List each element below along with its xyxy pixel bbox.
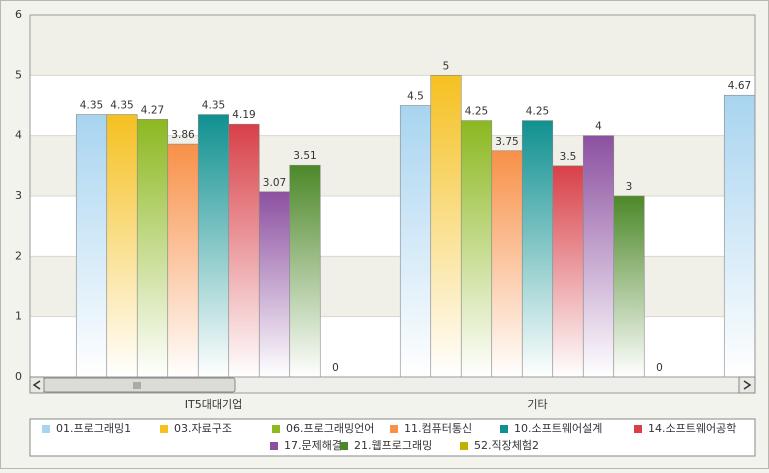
value-label: 3.07 (263, 177, 286, 189)
bar (289, 164, 321, 378)
arrow-right (743, 380, 752, 390)
value-label: 5 (443, 60, 450, 72)
value-label: 4.35 (80, 100, 103, 112)
legend-swatch (390, 425, 398, 433)
scroll-right[interactable] (738, 376, 756, 394)
value-label: 3.86 (171, 129, 195, 141)
legend-swatch (270, 442, 278, 450)
y-tick-label: 4 (15, 129, 22, 142)
legend-swatch (460, 442, 468, 450)
legend-label: 10.소프트웨어설계 (514, 422, 602, 435)
legend-label: 52.직장체험2 (474, 439, 539, 452)
bar (552, 165, 584, 378)
value-label: 4.35 (202, 100, 225, 112)
value-label: 4.27 (141, 104, 164, 116)
legend-swatch (500, 425, 508, 433)
bar (136, 119, 169, 378)
value-label: 4.25 (526, 106, 549, 118)
y-tick-label: 0 (15, 370, 22, 383)
legend-label: 11.컴퓨터통신 (404, 422, 472, 435)
scroll-left[interactable] (29, 376, 45, 394)
bar (258, 191, 291, 378)
x-tick-label: 기타 (527, 398, 547, 411)
value-label: 3.5 (560, 151, 577, 163)
bar (167, 143, 199, 378)
legend-label: 14.소프트웨어공학 (648, 422, 736, 435)
value-label: 0 (656, 362, 663, 374)
bar (521, 120, 554, 378)
value-label: 4.35 (110, 100, 133, 112)
bar (430, 75, 462, 378)
value-label: 3.75 (495, 136, 518, 148)
bar (75, 114, 108, 378)
y-tick-label: 2 (15, 249, 22, 262)
y-tick-label: 1 (15, 310, 22, 323)
plot: 4.35 4.35 4.27 3.86 4.35 4.19 3.07 3.51 0 4.5 5 4.2… (75, 60, 755, 378)
value-label: 4.19 (232, 109, 255, 121)
legend-swatch (160, 425, 168, 433)
y-tick-label: 5 (15, 68, 22, 81)
legend-swatch (634, 425, 642, 433)
legend-label: 01.프로그래밍1 (56, 422, 131, 435)
thumb-grip (133, 382, 141, 389)
value-label: 3.51 (293, 150, 316, 162)
arrow-left (32, 380, 41, 390)
legend-label: 03.자료구조 (174, 422, 232, 435)
legend-swatch (272, 425, 280, 433)
bar (491, 150, 523, 378)
grid-band (30, 15, 755, 76)
legend-label: 06.프로그래밍언어 (286, 422, 374, 435)
legend: 01.프로그래밍1 03.자료구조 06.프로그래밍언어 11.컴퓨터통신 10.소프트… (42, 422, 736, 452)
bar (399, 105, 432, 378)
bar (106, 114, 138, 378)
bar (460, 120, 493, 378)
value-label: 4.25 (465, 106, 488, 118)
x-tick-label: IT5대대기업 (185, 398, 242, 411)
scrollbar[interactable] (29, 376, 756, 394)
bar (723, 94, 755, 378)
legend-swatch (42, 425, 50, 433)
legend-label: 21.웹프로그래밍 (354, 439, 432, 452)
legend-label: 17.문제해결 (284, 438, 342, 452)
value-label: 4.67 (728, 80, 751, 92)
value-label: 4.5 (407, 91, 424, 103)
legend-swatch (340, 442, 348, 450)
value-label: 4 (595, 121, 602, 133)
y-tick-label: 3 (15, 189, 22, 202)
bar (582, 135, 615, 378)
bar (197, 114, 230, 378)
value-label: 3 (626, 181, 633, 193)
value-label: 0 (332, 362, 339, 374)
bar (613, 195, 645, 378)
y-tick-label: 6 (15, 8, 22, 21)
bar (228, 123, 260, 378)
